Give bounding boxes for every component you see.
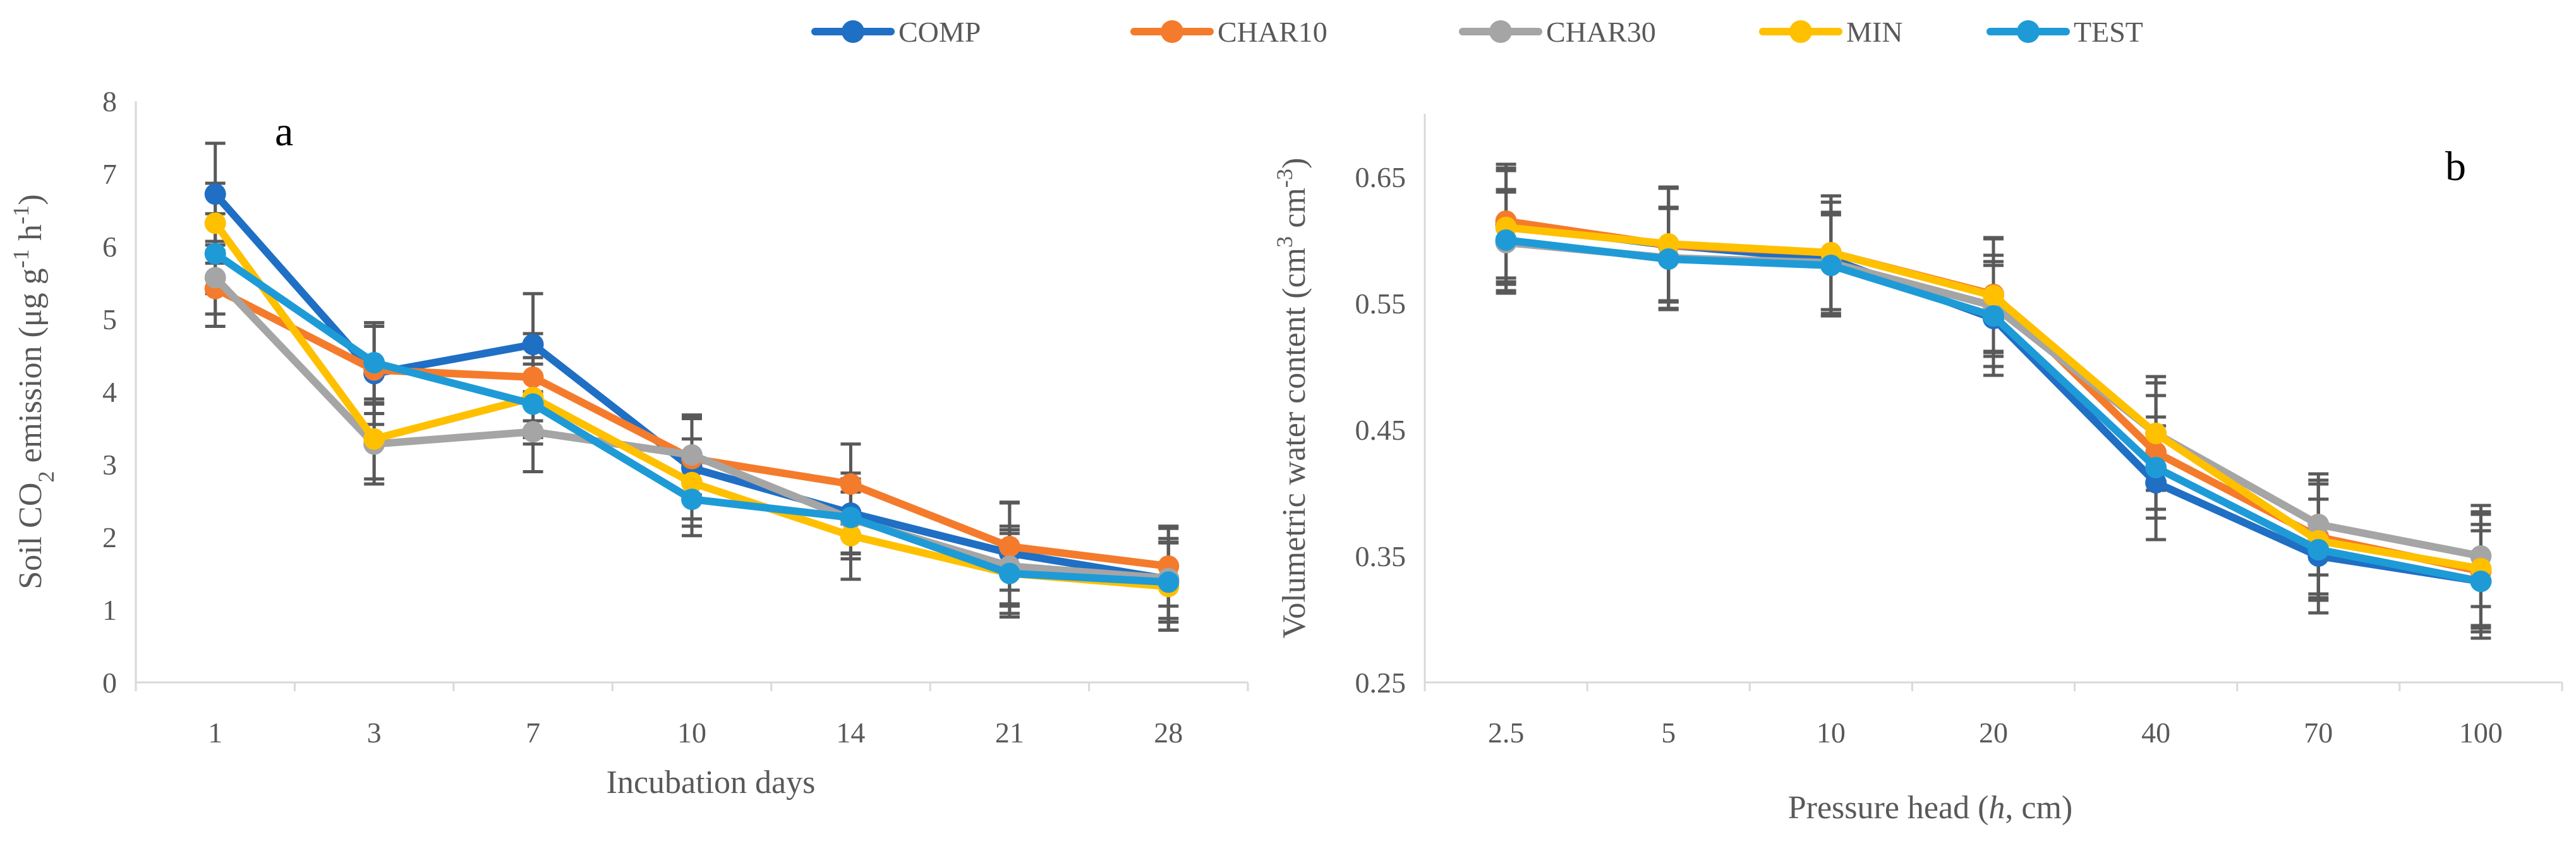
legend-label: CHAR30 — [1546, 16, 1656, 48]
y-tick-label: 3 — [102, 449, 117, 481]
data-point-min — [2145, 423, 2167, 444]
x-axis-title: Incubation days — [607, 765, 816, 801]
x-tick-label: 7 — [526, 717, 540, 749]
x-tick-label: 100 — [2459, 717, 2503, 749]
data-point-comp — [522, 334, 544, 356]
data-point-test — [1158, 571, 1180, 593]
data-point-char30 — [204, 267, 226, 289]
series-test — [204, 243, 1180, 593]
data-point-test — [2145, 457, 2167, 478]
legend-swatch-marker — [1161, 20, 1183, 43]
chart-panel-a: 0 1 2 3 4 5 6 7 8 1 3 7 10 14 21 28 a Soil CO2 emission (… — [8, 85, 1249, 801]
legend-item-char30: CHAR30 — [1459, 16, 1656, 48]
x-tick-label: 28 — [1154, 717, 1183, 749]
legend-item-char10: CHAR10 — [1130, 16, 1327, 48]
data-point-char10 — [522, 366, 544, 388]
data-point-char30 — [522, 421, 544, 443]
legend-swatch-marker — [2017, 20, 2040, 43]
data-point-char10 — [840, 473, 862, 495]
y-tick-label: 0 — [102, 667, 117, 699]
panel-label: a — [275, 109, 293, 155]
panel-label: b — [2445, 143, 2466, 190]
legend-swatch-marker — [1489, 20, 1512, 43]
y-tick-label: 2 — [102, 521, 117, 554]
y-tick-label: 6 — [102, 231, 117, 263]
chart-panel-b: 0.25 0.35 0.45 0.55 0.65 2.5 5 10 20 40 70 100 b Volu… — [1272, 114, 2563, 826]
legend-swatch-marker — [842, 20, 864, 43]
y-axis-title: Volumetric water content (cm3 cm-3) — [1272, 158, 1312, 639]
data-point-test — [840, 506, 862, 528]
data-point-test — [363, 352, 385, 373]
y-tick-label: 4 — [102, 376, 117, 408]
data-point-test — [1657, 248, 1679, 270]
data-point-char30 — [2307, 514, 2330, 535]
data-point-min — [363, 428, 385, 450]
legend-item-comp: COMP — [811, 16, 981, 48]
data-point-char10 — [998, 535, 1020, 557]
y-tick-label: 5 — [102, 303, 117, 336]
data-point-char30 — [681, 444, 703, 466]
y-tick-label: 8 — [102, 85, 117, 118]
data-point-test — [2470, 571, 2492, 592]
data-point-comp — [2145, 472, 2167, 493]
legend-label: MIN — [1846, 16, 1902, 48]
data-point-test — [204, 243, 226, 265]
y-tick-label: 0.65 — [1355, 161, 1406, 193]
data-point-test — [681, 488, 703, 511]
legend-label: CHAR10 — [1218, 16, 1327, 48]
series-min — [204, 212, 1180, 598]
y-tick-label: 7 — [102, 158, 117, 190]
data-point-test — [1495, 229, 1517, 251]
data-point-test — [2307, 539, 2330, 560]
x-tick-label: 3 — [367, 717, 382, 749]
x-tick-label: 20 — [1979, 717, 2008, 749]
y-tick-label: 0.45 — [1355, 414, 1406, 446]
data-point-test — [522, 393, 544, 415]
x-axis-title: Pressure head (h, cm) — [1788, 790, 2073, 826]
data-point-min — [204, 212, 226, 234]
data-point-test — [1983, 305, 2004, 327]
error-bars — [1496, 162, 2491, 640]
x-tick-label: 1 — [208, 717, 222, 749]
data-point-test — [998, 562, 1020, 584]
data-point-min — [840, 524, 862, 547]
legend-item-min: MIN — [1759, 16, 1902, 48]
data-point-min — [1983, 285, 2004, 306]
legend-item-test: TEST — [1986, 16, 2143, 48]
x-tick-label: 10 — [677, 717, 706, 749]
x-tick-label: 21 — [995, 717, 1024, 749]
data-point-comp — [204, 183, 226, 205]
y-tick-label: 0.25 — [1355, 667, 1406, 699]
data-point-min — [1657, 233, 1679, 255]
series-test — [1495, 229, 2492, 592]
y-tick-label: 1 — [102, 594, 117, 626]
y-tick-label: 0.35 — [1355, 540, 1406, 572]
legend: COMP CHAR10 CHAR30 MIN TEST — [811, 16, 2143, 48]
legend-label: TEST — [2074, 16, 2143, 48]
x-tick-label: 2.5 — [1488, 717, 1525, 749]
legend-label: COMP — [898, 16, 981, 48]
data-point-min — [681, 471, 703, 493]
x-tick-label: 70 — [2304, 717, 2333, 749]
x-tick-label: 40 — [2141, 717, 2170, 749]
x-tick-label: 5 — [1661, 717, 1676, 749]
x-tick-label: 10 — [1817, 717, 1846, 749]
y-axis-title: Soil CO2 emission (μg g-1 h-1) — [8, 194, 59, 589]
y-tick-label: 0.55 — [1355, 287, 1406, 320]
x-tick-label: 14 — [836, 717, 865, 749]
legend-swatch-marker — [1789, 20, 1812, 43]
data-point-test — [1820, 255, 1842, 276]
